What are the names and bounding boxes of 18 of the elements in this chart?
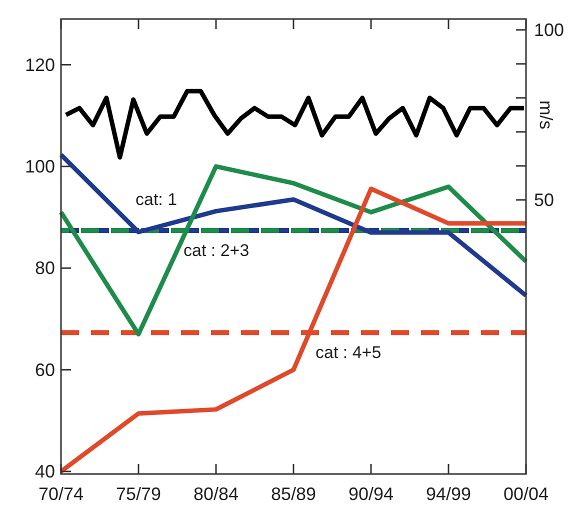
y-tick-label: 40 xyxy=(34,461,55,482)
x-tick-label: 85/89 xyxy=(270,484,316,504)
y-tick-label: 120 xyxy=(24,54,55,75)
series-label: cat : 4+5 xyxy=(316,342,382,362)
x-tick-label: 94/99 xyxy=(426,484,472,504)
x-tick-label: 70/74 xyxy=(38,484,84,504)
x-tick-label: 90/94 xyxy=(348,484,394,504)
y-tick-label: 50 xyxy=(534,190,554,210)
series-label: cat: 1 xyxy=(136,190,178,210)
y-axis-title: m/s xyxy=(536,100,556,130)
series-label: cat : 2+3 xyxy=(184,241,250,260)
x-tick-label: 75/79 xyxy=(116,484,162,504)
y-tick-label: 100 xyxy=(24,156,55,176)
y-tick-label: 60 xyxy=(34,360,55,380)
y-tick-label: 100 xyxy=(534,20,564,40)
x-tick-label: 80/84 xyxy=(193,484,239,504)
y-tick-label: 80 xyxy=(34,258,55,278)
x-tick-label: 00/04 xyxy=(503,484,549,504)
